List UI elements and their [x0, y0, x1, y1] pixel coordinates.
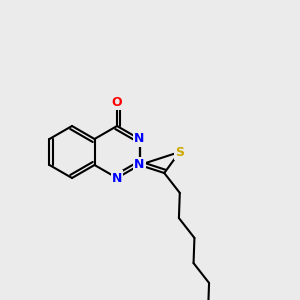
Text: N: N — [134, 158, 145, 172]
Text: S: S — [175, 146, 184, 158]
Text: N: N — [112, 172, 122, 184]
Text: O: O — [112, 96, 122, 109]
Text: N: N — [134, 133, 145, 146]
